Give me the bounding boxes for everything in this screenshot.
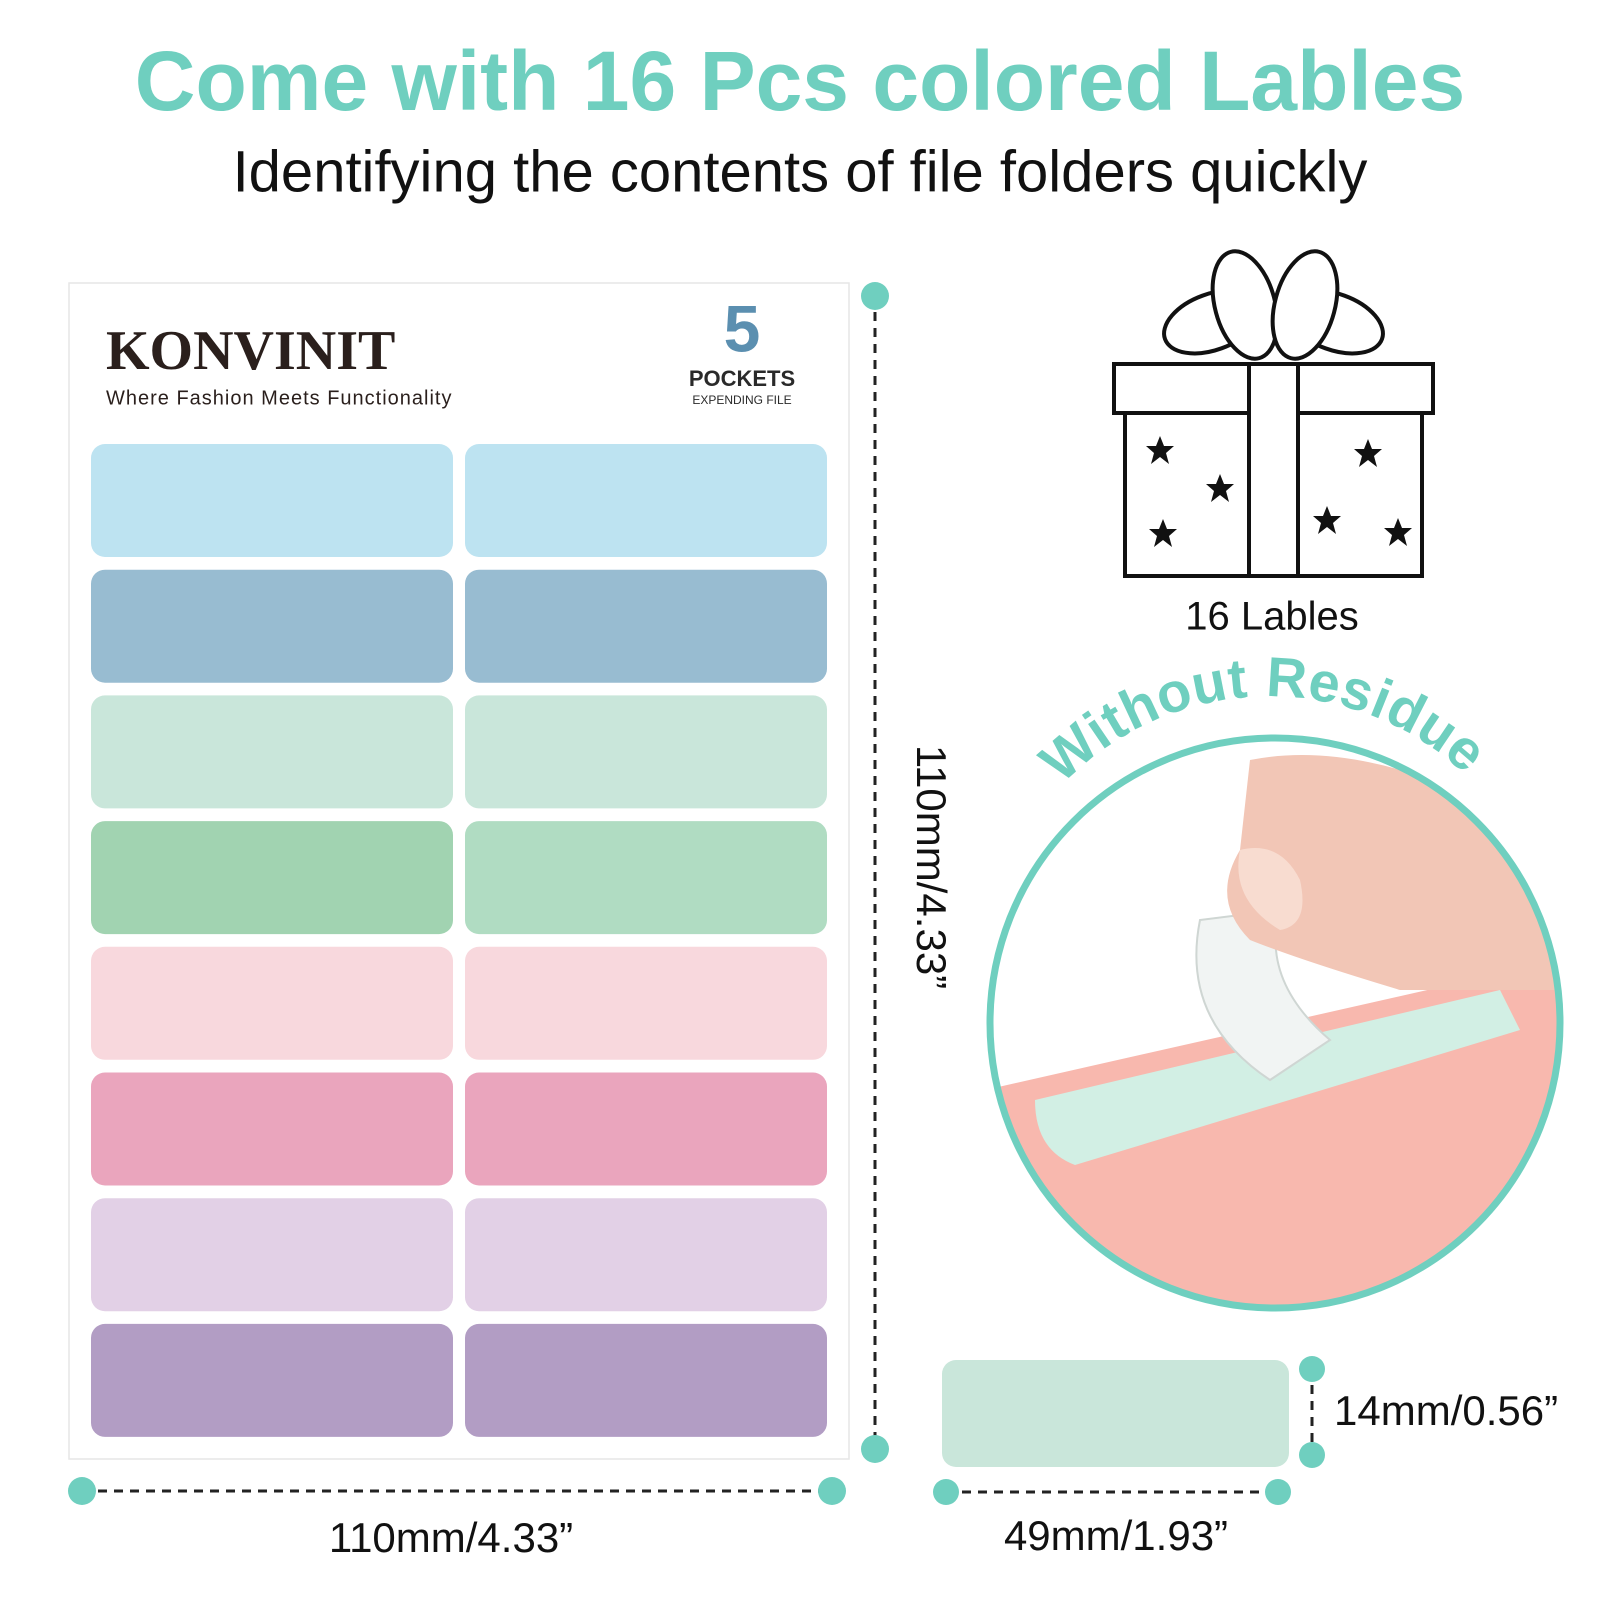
bow-loop [1270,249,1340,361]
sheet-height-label: 110mm/4.33” [908,745,955,989]
label [91,821,453,935]
label [91,444,453,557]
label [465,1072,827,1186]
label [465,1198,827,1312]
label [91,946,453,1060]
label-width-label: 49mm/1.93” [1004,1512,1228,1559]
label-height-label: 14mm/0.56” [1334,1387,1558,1434]
tagline: Where Fashion Meets Functionality [106,387,452,409]
residue-circle [986,734,1564,1312]
dimension-dot [1265,1479,1291,1505]
label [91,1323,453,1437]
subtitle: Identifying the contents of file folders… [233,139,1368,204]
sheet-width-label: 110mm/4.33” [329,1514,573,1561]
dimension-dot [933,1479,959,1505]
badge-title: POCKETS [689,366,795,391]
dimension-dot [1299,1442,1325,1468]
dimension-dot [861,282,889,310]
label [465,821,827,935]
label [465,569,827,683]
badge-number: 5 [724,291,761,365]
gift-ribbon [1247,362,1300,578]
label [465,444,827,557]
label [91,695,453,809]
dimension-dot [1299,1356,1325,1382]
gift-caption: 16 Lables [1185,595,1358,639]
label [465,1323,827,1437]
label [465,946,827,1060]
dimension-dot [861,1435,889,1463]
label-grid [91,444,827,1437]
dimension-dot [818,1477,846,1505]
label [465,695,827,809]
dimension-dot [68,1477,96,1505]
fingernail [1238,848,1303,930]
badge-subtitle: EXPENDING FILE [692,393,791,407]
label [91,1198,453,1312]
brand: KONVINIT [106,320,395,382]
gift-icon [1112,249,1435,578]
sample-label [942,1360,1289,1467]
label [91,1072,453,1186]
label-strip [1035,990,1520,1165]
title: Come with 16 Pcs colored Lables [135,34,1465,128]
label [91,569,453,683]
